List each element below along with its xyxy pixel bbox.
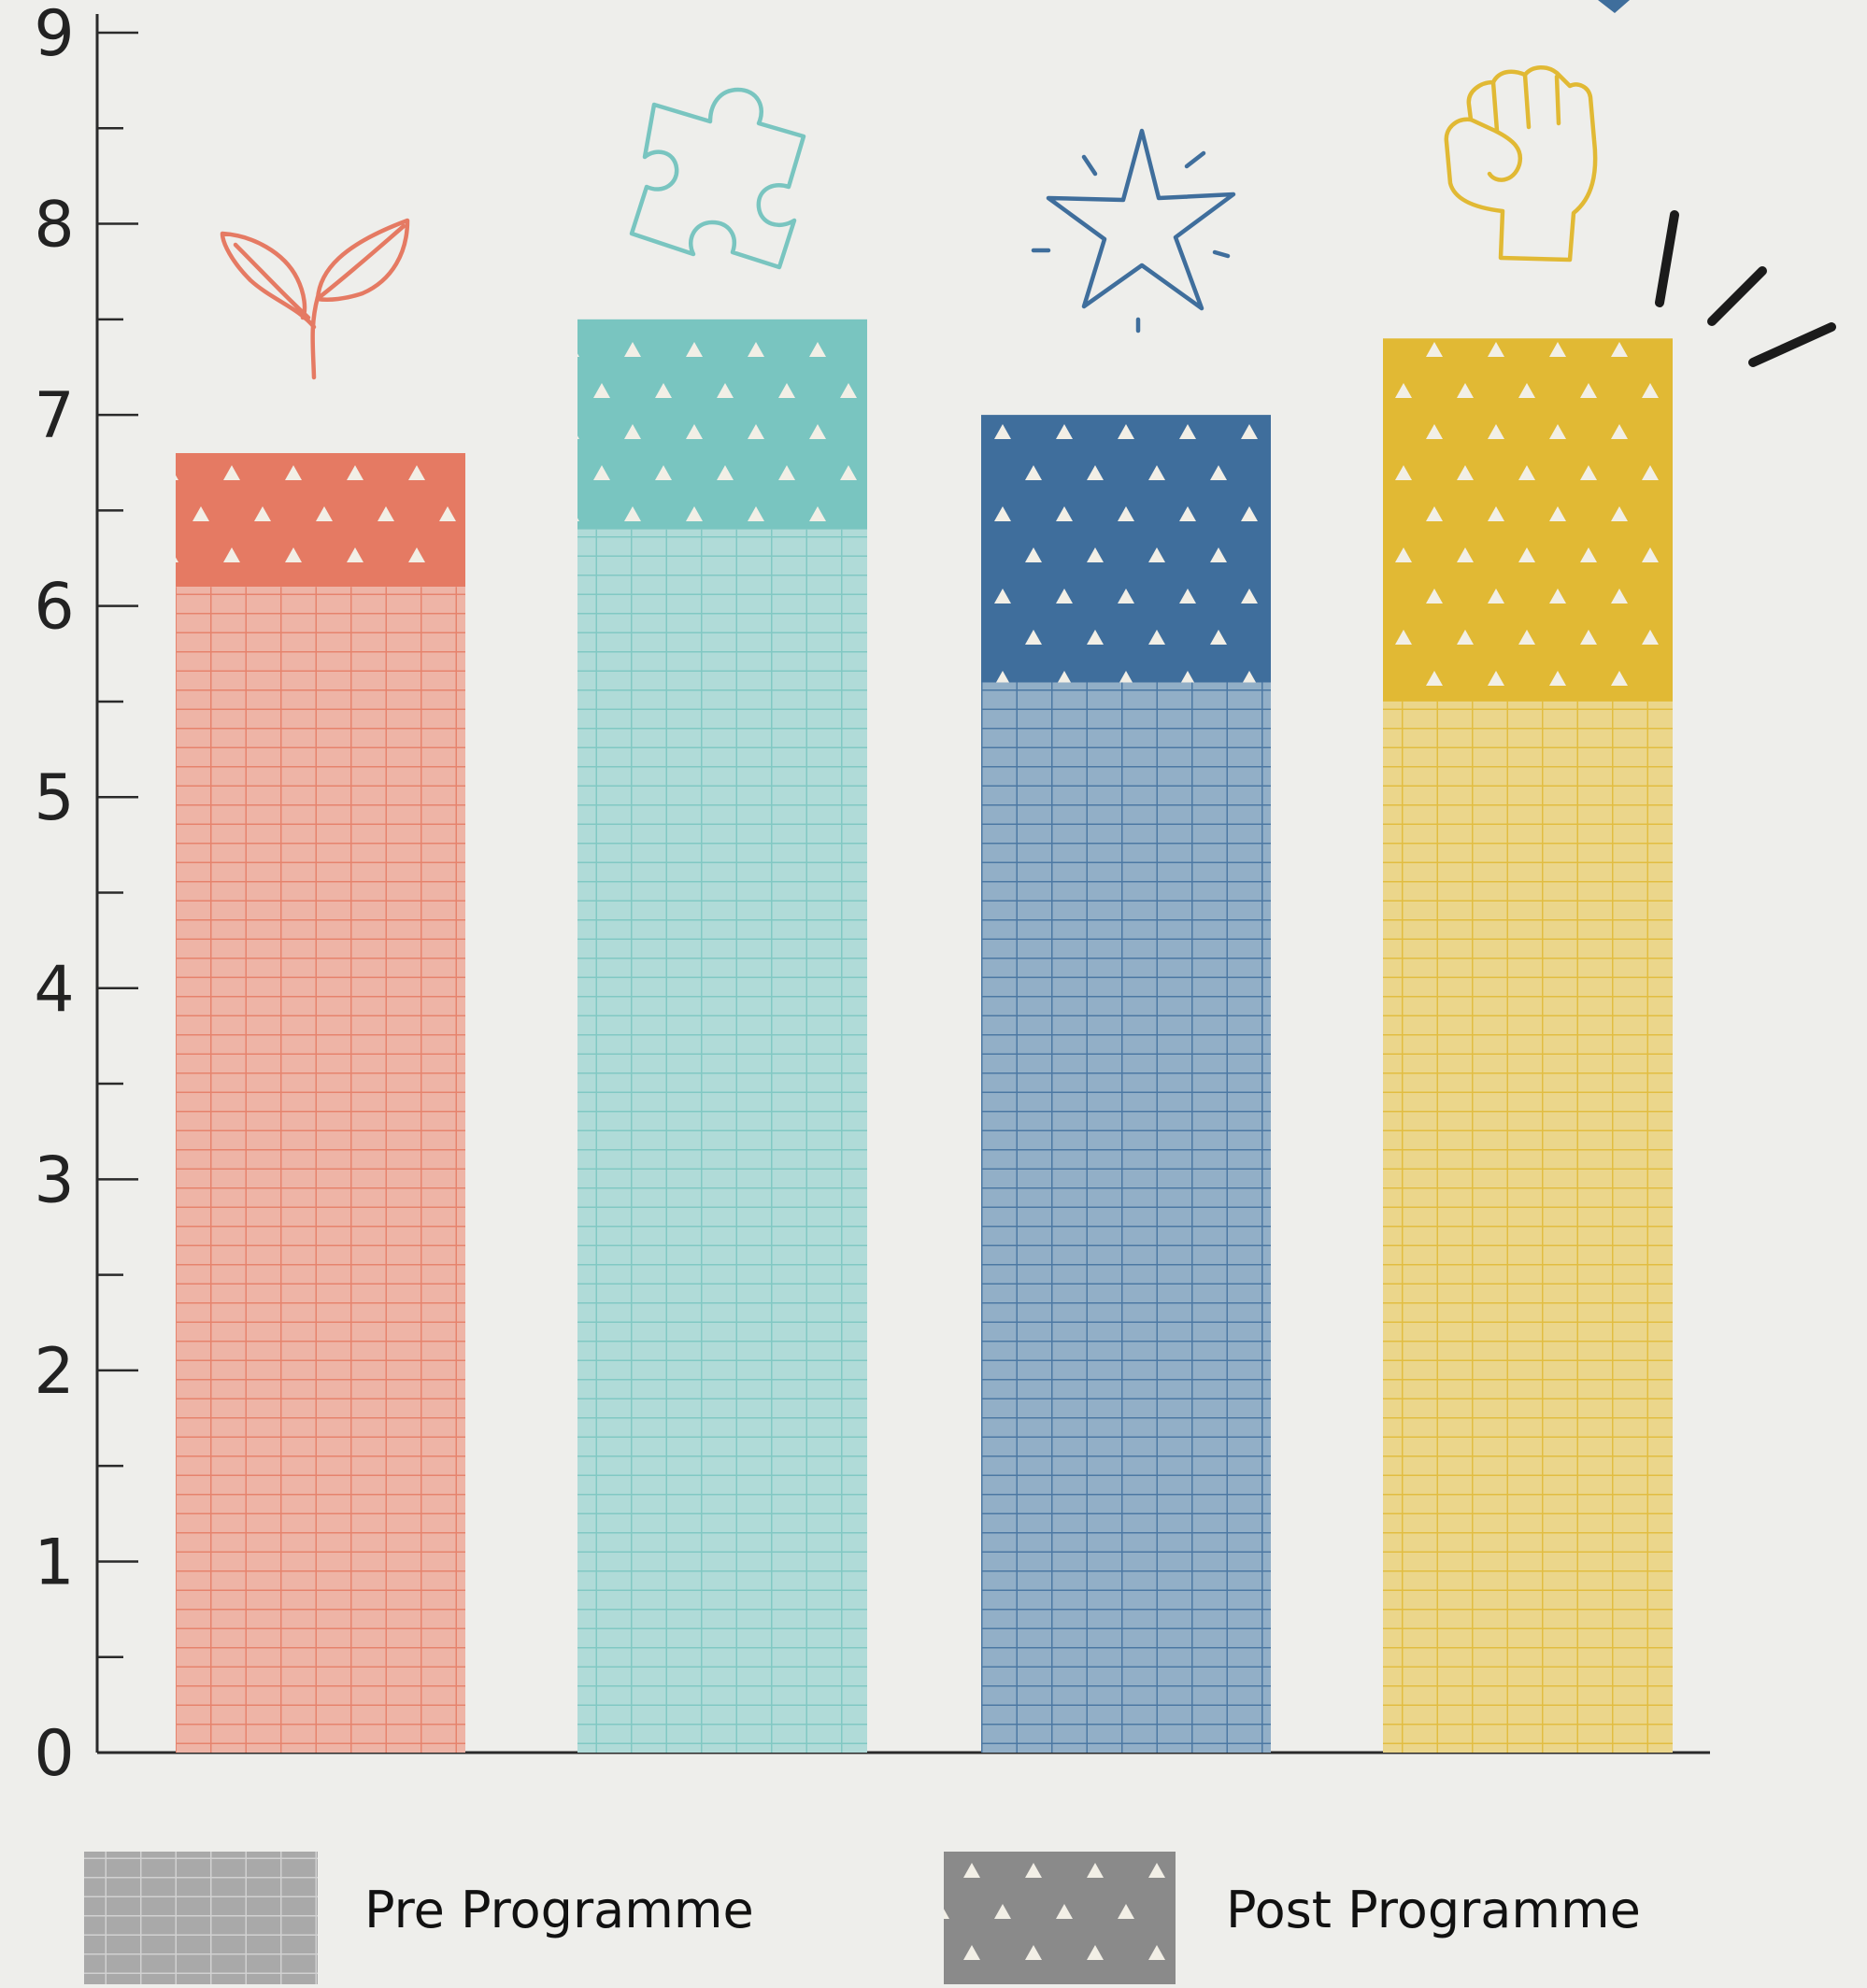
y-tick-label: 5 <box>34 761 74 835</box>
y-tick-label: 9 <box>34 0 74 71</box>
legend-swatch-post <box>944 1852 1176 1984</box>
bar-pre-programme <box>176 587 465 1753</box>
bar-pre-programme <box>577 529 867 1753</box>
bar-pre-programme <box>1383 701 1673 1753</box>
star-icon <box>1031 128 1236 334</box>
bar-post-programme <box>577 319 867 530</box>
category-icons <box>220 65 1598 380</box>
bar-post-programme <box>981 415 1271 683</box>
blue-mark <box>1598 0 1630 13</box>
puzzle-icon <box>629 87 806 270</box>
decorations <box>1598 0 1836 367</box>
y-tick-label: 7 <box>34 379 74 453</box>
legend-swatch-pre <box>84 1852 318 1984</box>
y-tick-label: 4 <box>34 953 74 1027</box>
legend-label-pre: Pre Programme <box>364 1881 754 1939</box>
y-tick-label: 6 <box>34 571 74 645</box>
y-tick-label: 2 <box>34 1335 74 1409</box>
fist-icon <box>1444 65 1598 263</box>
legend-label-post: Post Programme <box>1226 1881 1641 1939</box>
y-tick-label: 8 <box>34 189 74 263</box>
bar-post-programme <box>1383 338 1673 702</box>
sparkle-lines <box>1655 210 1836 367</box>
legend <box>84 1852 1176 1984</box>
y-tick-label: 0 <box>34 1717 74 1791</box>
bar-pre-programme <box>981 682 1271 1753</box>
y-tick-label: 1 <box>34 1526 74 1599</box>
bars <box>176 319 1673 1753</box>
y-tick-label: 3 <box>34 1143 74 1217</box>
plant-icon <box>220 218 410 380</box>
bar-post-programme <box>176 453 465 588</box>
y-axis: 0 1 2 3 4 5 6 7 8 9 <box>34 0 1710 1791</box>
